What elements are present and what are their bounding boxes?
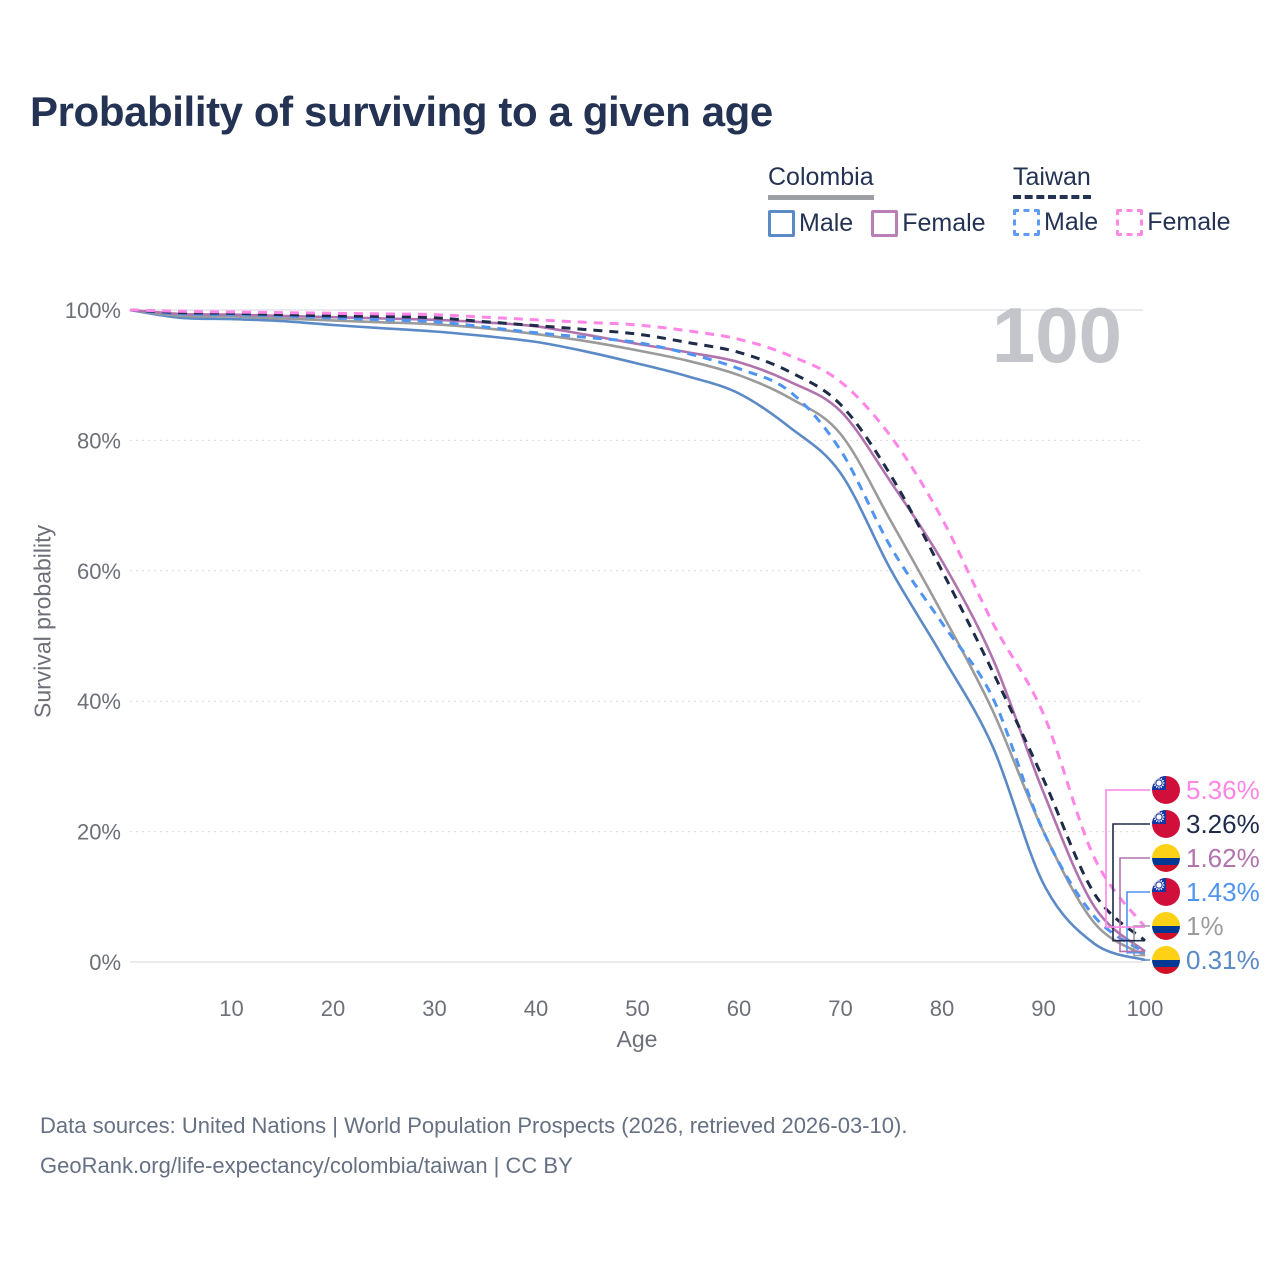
chart-title: Probability of surviving to a given age: [30, 88, 773, 135]
end-label-leader-taiwan-both-sexes: [1112, 823, 1150, 942]
y-tick-label-20: 20%: [77, 820, 121, 845]
end-label-colombia-female[interactable]: 1.62%: [1152, 843, 1260, 873]
colombia-female-swatch-icon: [871, 210, 899, 237]
end-label-leader-taiwan-female: [1105, 789, 1150, 928]
end-label-value: 0.31%: [1186, 945, 1260, 975]
y-tick-label-40: 40%: [77, 689, 121, 714]
footer-url-license: GeoRank.org/life-expectancy/colombia/tai…: [40, 1153, 573, 1178]
legend-country-taiwan[interactable]: Taiwan: [1013, 163, 1091, 199]
legend-item-label: Male: [1044, 208, 1099, 236]
legend-group-colombia: Colombia Male Female: [768, 163, 986, 238]
legend-item-label: Male: [799, 209, 854, 237]
x-tick-label-70: 70: [828, 996, 852, 1021]
taiwan-female-swatch-icon: [1116, 209, 1144, 236]
y-tick-label-100: 100%: [65, 298, 121, 323]
colombia-flag-icon: [1152, 912, 1180, 940]
taiwan-flag-icon: [1152, 776, 1180, 804]
x-tick-label-90: 90: [1031, 996, 1055, 1021]
legend-items-taiwan: Male Female: [1013, 208, 1231, 237]
footer: Data sources: United Nations | World Pop…: [40, 1106, 907, 1186]
end-label-leader-colombia-female: [1119, 857, 1150, 953]
x-tick-label-50: 50: [625, 996, 649, 1021]
legend-item-taiwan-male[interactable]: Male: [1013, 208, 1098, 237]
y-axis-title: Survival probability: [29, 524, 56, 719]
x-axis-title: Age: [616, 1026, 658, 1052]
y-tick-label-60: 60%: [77, 559, 121, 584]
end-label-taiwan-female[interactable]: 5.36%: [1152, 775, 1260, 805]
legend-item-label: Female: [1147, 208, 1231, 236]
x-tick-label-10: 10: [219, 996, 243, 1021]
end-label-value: 5.36%: [1186, 775, 1260, 805]
legend-items-colombia: Male Female: [768, 209, 986, 238]
end-label-value: 1%: [1186, 911, 1224, 941]
curve-colombia-both-sexes[interactable]: [129, 308, 1146, 957]
curve-taiwan-both-sexes[interactable]: [129, 308, 1147, 942]
legend-item-taiwan-female[interactable]: Female: [1116, 208, 1231, 237]
y-tick-label-0: 0%: [89, 950, 121, 975]
end-label-taiwan-both-sexes[interactable]: 3.26%: [1152, 809, 1260, 839]
taiwan-flag-icon: [1152, 878, 1180, 906]
end-label-value: 1.62%: [1186, 843, 1260, 873]
curve-taiwan-female[interactable]: [129, 308, 1147, 928]
curve-colombia-male[interactable]: [129, 308, 1146, 962]
end-label-colombia-male[interactable]: 0.31%: [1152, 945, 1260, 975]
end-label-value: 1.43%: [1186, 877, 1260, 907]
x-tick-label-100: 100: [1127, 996, 1164, 1021]
taiwan-flag-icon: [1152, 810, 1180, 838]
legend: Colombia Male Female Taiwan Male: [0, 163, 1280, 248]
colombia-flag-icon: [1152, 844, 1180, 872]
curve-taiwan-male[interactable]: [129, 308, 1146, 954]
end-label-taiwan-male[interactable]: 1.43%: [1152, 877, 1260, 907]
x-tick-label-80: 80: [930, 996, 954, 1021]
end-label-leader-taiwan-male: [1126, 891, 1150, 954]
curve-colombia-female[interactable]: [129, 308, 1146, 953]
legend-country-colombia[interactable]: Colombia: [768, 163, 874, 200]
legend-item-colombia-female[interactable]: Female: [871, 209, 986, 238]
legend-group-taiwan: Taiwan Male Female: [1013, 163, 1231, 237]
end-label-value: 3.26%: [1186, 809, 1260, 839]
y-tick-label-80: 80%: [77, 428, 121, 453]
legend-item-label: Female: [902, 209, 986, 237]
x-tick-label-60: 60: [727, 996, 751, 1021]
x-tick-label-30: 30: [422, 996, 446, 1021]
end-label-colombia-both-sexes[interactable]: 1%: [1152, 911, 1224, 941]
legend-item-colombia-male[interactable]: Male: [768, 209, 853, 238]
x-tick-label-40: 40: [524, 996, 548, 1021]
x-tick-label-20: 20: [321, 996, 345, 1021]
colombia-flag-icon: [1152, 946, 1180, 974]
taiwan-male-swatch-icon: [1013, 209, 1040, 236]
footer-data-sources: Data sources: United Nations | World Pop…: [40, 1113, 908, 1138]
colombia-male-swatch-icon: [768, 210, 795, 237]
